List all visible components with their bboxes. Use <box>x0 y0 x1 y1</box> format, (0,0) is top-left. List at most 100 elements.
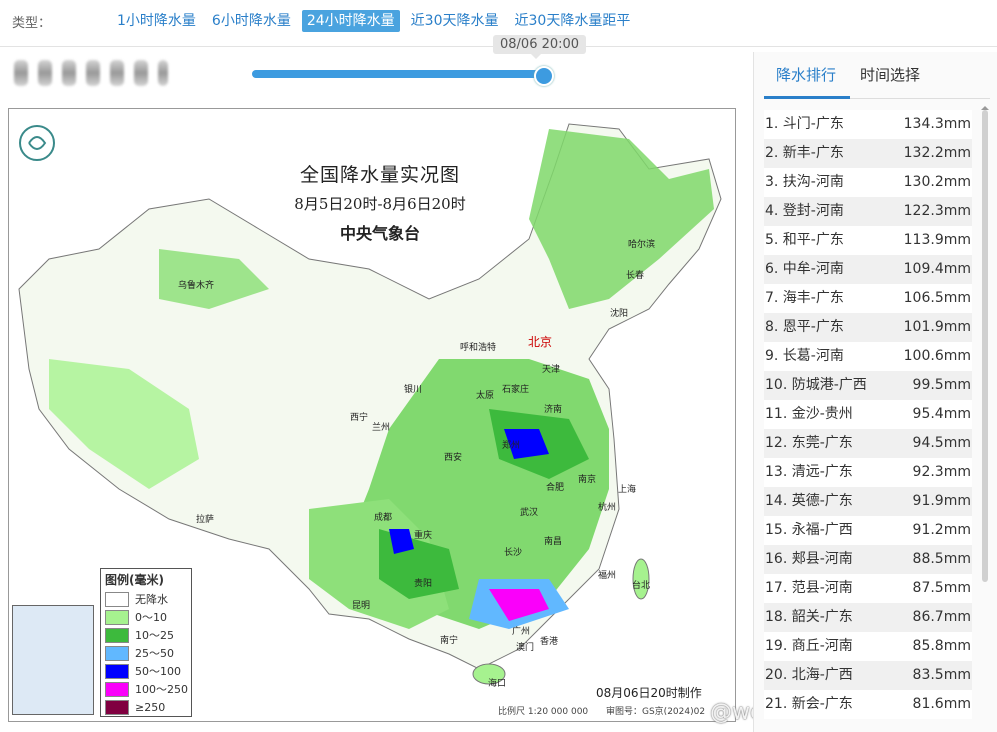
ranking-row[interactable]: 13. 清远-广东 92.3mm <box>764 458 972 487</box>
city-label: 济南 <box>544 405 563 415</box>
scroll-up-icon[interactable] <box>981 102 989 110</box>
ranking-value: 91.9mm <box>912 493 971 509</box>
legend-item: 0～10 <box>101 608 191 626</box>
panel-tabs: 降水排行 时间选择 <box>764 52 990 99</box>
ranking-station: 16. 郏县-河南 <box>765 551 853 567</box>
ranking-value: 85.8mm <box>912 638 971 654</box>
city-label: 郑州 <box>502 441 521 451</box>
tab-1h-precip[interactable]: 1小时降水量 <box>117 13 196 29</box>
ranking-station: 14. 英德-广东 <box>765 493 853 509</box>
ranking-row[interactable]: 20. 北海-广西 83.5mm <box>764 661 972 690</box>
ranking-value: 113.9mm <box>903 232 971 248</box>
time-tooltip: 08/06 20:00 <box>493 35 587 59</box>
ranking-row[interactable]: 19. 商丘-河南 85.8mm <box>764 632 972 661</box>
ranking-station: 9. 长葛-河南 <box>765 348 844 364</box>
city-label: 香港 <box>540 637 559 647</box>
ranking-row[interactable]: 7. 海丰-广东 106.5mm <box>764 284 972 313</box>
type-bar: 类型： 1小时降水量 6小时降水量 24小时降水量 近30天降水量 近30天降水… <box>0 0 997 47</box>
city-label: 沈阳 <box>610 309 629 319</box>
city-label: 杭州 <box>598 503 617 513</box>
city-label: 哈尔滨 <box>628 240 656 250</box>
ranking-value: 95.4mm <box>912 406 971 422</box>
ranking-value: 106.5mm <box>903 290 971 306</box>
city-label: 南宁 <box>440 636 459 646</box>
tab-24h-precip[interactable]: 24小时降水量 <box>301 10 400 32</box>
tab-ranking[interactable]: 降水排行 <box>776 66 837 84</box>
city-label: 澳门 <box>516 643 535 653</box>
tab-time-select[interactable]: 时间选择 <box>860 66 921 84</box>
ranking-station: 2. 新丰-广东 <box>765 145 844 161</box>
ranking-value: 83.5mm <box>912 667 971 683</box>
ranking-station: 15. 永福-广西 <box>765 522 853 538</box>
legend-title: 图例(毫米) <box>105 573 164 587</box>
city-label: 合肥 <box>546 483 565 493</box>
ranking-station: 20. 北海-广西 <box>765 667 853 683</box>
ranking-row[interactable]: 12. 东莞-广东 94.5mm <box>764 429 972 458</box>
ranking-panel: 降水排行 时间选择 1. 斗门-广东 134.3mm 2. 新丰-广东 132.2mm… <box>753 52 997 732</box>
ranking-station: 21. 新会-广东 <box>765 696 853 712</box>
ranking-scrollbar[interactable] <box>982 110 988 582</box>
city-label: 银川 <box>404 385 423 395</box>
ranking-row[interactable]: 3. 扶沟-河南 130.2mm <box>764 168 972 197</box>
ranking-row[interactable]: 4. 登封-河南 122.3mm <box>764 197 972 226</box>
ranking-row[interactable]: 21. 新会-广东 81.6mm <box>764 690 972 719</box>
ranking-value: 122.3mm <box>903 203 971 219</box>
city-label: 上海 <box>618 485 637 495</box>
ranking-station: 7. 海丰-广东 <box>765 290 844 306</box>
ranking-row[interactable]: 17. 范县-河南 87.5mm <box>764 574 972 603</box>
time-slider-handle[interactable] <box>534 66 554 86</box>
city-label: 长沙 <box>504 548 523 558</box>
legend-item: 50～100 <box>101 662 191 680</box>
ranking-value: 109.4mm <box>903 261 971 277</box>
legend-item: 100～250 <box>101 680 191 698</box>
ranking-row[interactable]: 11. 金沙-贵州 95.4mm <box>764 400 972 429</box>
active-tab-underline <box>764 96 850 99</box>
city-label: 呼和浩特 <box>460 343 497 353</box>
city-label: 兰州 <box>372 423 391 433</box>
ranking-row[interactable]: 8. 恩平-广东 101.9mm <box>764 313 972 342</box>
ranking-row[interactable]: 18. 韶关-广东 86.7mm <box>764 603 972 632</box>
tab-30d-precip[interactable]: 近30天降水量 <box>410 13 499 29</box>
ranking-row[interactable]: 9. 长葛-河南 100.6mm <box>764 342 972 371</box>
ranking-station: 18. 韶关-广东 <box>765 609 853 625</box>
city-label: 福州 <box>598 571 617 581</box>
ranking-station: 1. 斗门-广东 <box>765 116 844 132</box>
legend-item: 无降水 <box>101 590 191 608</box>
time-slider[interactable] <box>252 66 554 86</box>
ranking-row[interactable]: 10. 防城港-广西 99.5mm <box>764 371 972 400</box>
map-title: 全国降水量实况图 <box>299 164 460 186</box>
city-label: 昆明 <box>352 601 371 611</box>
city-capital: 北京 <box>528 335 553 349</box>
ranking-station: 10. 防城港-广西 <box>765 377 867 393</box>
ranking-value: 86.7mm <box>912 609 971 625</box>
city-label: 武汉 <box>520 508 539 518</box>
ranking-row[interactable]: 1. 斗门-广东 134.3mm <box>764 110 972 139</box>
ranking-station: 8. 恩平-广东 <box>765 319 844 335</box>
china-map-graphic <box>18 123 722 685</box>
map-source: 中央气象台 <box>339 224 420 243</box>
cma-logo-icon <box>19 125 55 161</box>
ranking-row[interactable]: 16. 郏县-河南 88.5mm <box>764 545 972 574</box>
city-label: 南昌 <box>544 537 563 547</box>
ranking-list: 1. 斗门-广东 134.3mm 2. 新丰-广东 132.2mm 3. 扶沟-河南 13… <box>764 110 972 719</box>
ranking-value: 132.2mm <box>903 145 971 161</box>
ranking-station: 5. 和平-广东 <box>765 232 844 248</box>
ranking-row[interactable]: 15. 永福-广西 91.2mm <box>764 516 972 545</box>
city-label: 台北 <box>632 581 651 591</box>
city-label: 贵阳 <box>414 579 433 589</box>
time-slider-fill <box>252 70 542 78</box>
city-label: 石家庄 <box>502 385 530 395</box>
city-label: 成都 <box>374 513 393 523</box>
tab-30d-anomaly[interactable]: 近30天降水量距平 <box>514 13 631 29</box>
ranking-value: 99.5mm <box>912 377 971 393</box>
playback-controls[interactable] <box>14 60 174 88</box>
produced-time: 08月06日20时制作 <box>596 686 702 700</box>
ranking-row[interactable]: 5. 和平-广东 113.9mm <box>764 226 972 255</box>
city-label: 海口 <box>488 679 507 689</box>
ranking-row[interactable]: 14. 英德-广东 91.9mm <box>764 487 972 516</box>
ranking-row[interactable]: 2. 新丰-广东 132.2mm <box>764 139 972 168</box>
ranking-station: 13. 清远-广东 <box>765 464 853 480</box>
tab-6h-precip[interactable]: 6小时降水量 <box>211 13 291 29</box>
city-label: 乌鲁木齐 <box>178 281 215 291</box>
ranking-row[interactable]: 6. 中牟-河南 109.4mm <box>764 255 972 284</box>
